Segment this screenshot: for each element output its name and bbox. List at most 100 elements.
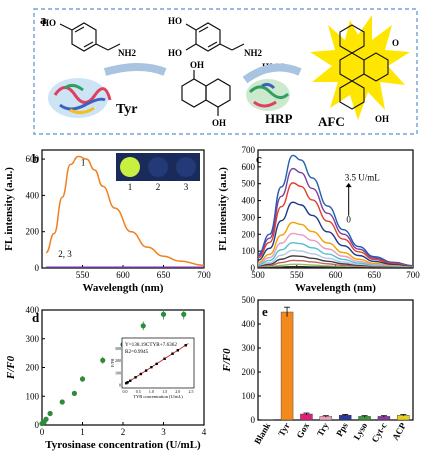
d-inset-ylabel: F/F0 <box>110 358 115 367</box>
d-inset-point <box>176 349 179 352</box>
d-inset-point <box>184 344 187 347</box>
d-point <box>71 390 77 396</box>
b-inset-well-2 <box>148 157 168 177</box>
d-inset-xlabel: TYR concentration (U/mL) <box>133 394 183 399</box>
b-xtick-label: 600 <box>116 270 130 280</box>
d-inset-xtick-label: 0.0 <box>123 389 128 394</box>
chart-e-frame <box>257 299 414 421</box>
d-inset-point <box>126 381 129 384</box>
e-category-label: Pps <box>334 421 350 439</box>
d-inset-equation: Y=138.19CTYR+7.6362 <box>125 342 177 348</box>
d-inset-point <box>125 381 128 385</box>
panel-label-e: e <box>262 304 268 319</box>
e-ytick-label: 300 <box>242 343 256 353</box>
e-category-label: Blank <box>252 421 272 446</box>
e-category-label: Try <box>315 421 331 438</box>
d-inset-xtick-label: 2.0 <box>175 389 180 394</box>
oh-label-3: OH <box>375 114 389 124</box>
tyrosinase-protein-icon <box>48 78 112 118</box>
d-ytick-label: 400 <box>26 305 40 315</box>
d-point <box>181 311 187 317</box>
tyramine-structure <box>59 22 121 52</box>
arrow-2 <box>242 63 302 84</box>
ho-label-2: HO <box>168 16 182 26</box>
d-inset-r2: R2=0.9945 <box>125 349 149 355</box>
c-xtick-label: 550 <box>290 270 304 280</box>
c-ytick-label: 400 <box>242 196 256 206</box>
d-point <box>100 357 106 363</box>
e-category-label: Cyt-c <box>370 421 389 444</box>
d-inset-ytick-label: 0 <box>119 383 121 388</box>
d-inset-point <box>171 352 174 355</box>
b-inset-well-1 <box>120 157 140 177</box>
d-xtick-label: 4 <box>202 427 207 437</box>
d-xtick-label: 3 <box>161 427 166 437</box>
chart-e: 0 100 200 300 400 500 Blank Tyr Gox Try Pps Lyso Cyt… <box>221 295 414 446</box>
c-series-line <box>257 232 414 269</box>
chart-b: 550 600 650 700 0 200 400 600 1 2, 3 1 2 3 Wavelength… <box>3 149 211 294</box>
e-category-label: Gox <box>295 421 312 440</box>
d-ytick-label: 300 <box>26 334 40 344</box>
ho-label: HO <box>42 18 56 28</box>
b-inset-label: 1 <box>128 182 133 192</box>
b-series-line <box>45 155 205 267</box>
d-inset-ytick-label: 200 <box>115 358 121 363</box>
hrp-label: HRP <box>265 111 293 126</box>
scheme-border <box>33 8 418 135</box>
panel-label-b: b <box>32 151 39 166</box>
d-point <box>47 410 53 417</box>
afc-structure <box>339 24 389 110</box>
d-ytick-label: 200 <box>26 363 40 373</box>
e-ytick-label: 0 <box>251 415 256 425</box>
c-ytick-label: 500 <box>242 179 256 189</box>
b-xtick-label: 550 <box>76 270 90 280</box>
tyr-label: Tyr <box>116 102 138 117</box>
arrow-1 <box>103 63 167 76</box>
d-inset-point <box>163 357 166 360</box>
d-ylabel: F/F0 <box>5 355 17 380</box>
b-inset-well-3 <box>176 157 196 177</box>
c-series-line <box>257 167 414 267</box>
nh2-label-2: NH2 <box>244 48 263 58</box>
e-bar <box>280 311 294 421</box>
c-xlabel: Wavelength (nm) <box>295 282 376 294</box>
ho-label-3: HO <box>168 48 182 58</box>
c-annotation-top: 3.5 U/mL <box>345 172 380 182</box>
d-inset-point <box>150 365 153 369</box>
c-xtick-label: 500 <box>251 270 265 280</box>
b-ytick-label: 200 <box>26 227 40 237</box>
e-ytick-label: 100 <box>242 391 256 401</box>
c-ytick-label: 200 <box>242 229 256 239</box>
c-series-line <box>257 201 414 268</box>
d-point <box>160 311 167 317</box>
b-xtick-label: 700 <box>197 270 211 280</box>
d-inset-xtick-label: 1.5 <box>162 389 167 394</box>
chart-c: 500 550 600 650 700 0 100 200 300 400 500 600 700 3.5… <box>217 145 420 294</box>
c-ytick-label: 700 <box>242 145 256 155</box>
c-series-line <box>257 242 414 269</box>
d-inset-point <box>129 379 132 382</box>
d-inset-xtick-label: 2.5 <box>189 389 194 394</box>
o-label: O <box>392 38 399 48</box>
d-inset-point <box>144 369 148 372</box>
c-series-line <box>257 154 414 267</box>
c-ytick-label: 600 <box>242 162 256 172</box>
b-ytick-label: 400 <box>26 190 40 200</box>
e-category-label: Tyr <box>276 421 292 438</box>
oh-label: OH <box>190 60 204 70</box>
e-category-label: Lyso <box>352 421 370 442</box>
b-ytick-label: 600 <box>26 154 40 164</box>
c-series-line <box>257 182 414 267</box>
hrp-protein-icon <box>246 79 290 111</box>
panel-label-a: a <box>40 12 47 27</box>
d-inset-ytick-label: 100 <box>115 370 121 375</box>
panel-label-d: d <box>32 310 40 325</box>
c-ytick-label: 0 <box>251 263 256 273</box>
d-point <box>140 323 146 329</box>
c-series-line <box>257 221 414 268</box>
panel-label-c: c <box>256 151 262 166</box>
d-point <box>59 399 65 405</box>
nh2-label: NH2 <box>118 48 137 58</box>
d-xlabel: Tyrosinase concentration (U/mL) <box>45 439 201 451</box>
